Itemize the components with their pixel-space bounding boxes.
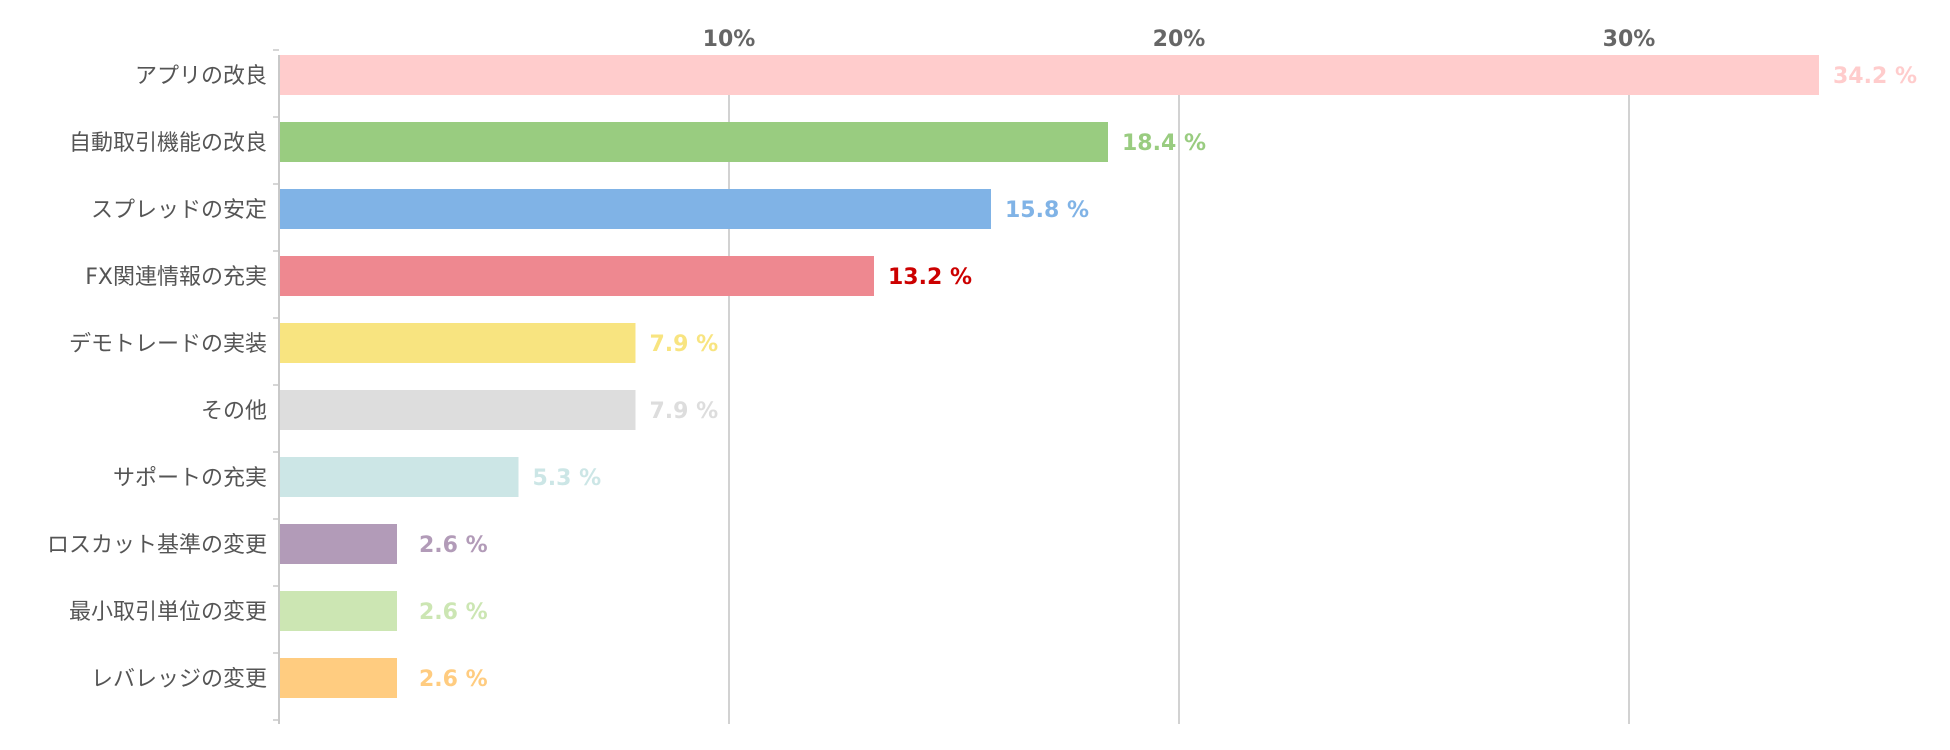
data-label: 5.3 % bbox=[533, 466, 602, 491]
bar bbox=[280, 55, 1819, 95]
category-label: スプレッドの安定 bbox=[91, 198, 267, 223]
category-label: FX関連情報の充実 bbox=[85, 265, 267, 290]
bar bbox=[280, 658, 397, 698]
x-tick-label: 30% bbox=[1603, 27, 1656, 52]
data-label: 2.6 % bbox=[419, 667, 488, 692]
bar bbox=[280, 189, 991, 229]
category-label: レバレッジの変更 bbox=[91, 667, 267, 692]
x-tick-label: 10% bbox=[703, 27, 756, 52]
bar bbox=[280, 390, 636, 430]
bar bbox=[280, 524, 397, 564]
category-label: 自動取引機能の改良 bbox=[69, 131, 267, 156]
data-label: 7.9 % bbox=[650, 332, 719, 357]
category-label: その他 bbox=[201, 399, 267, 424]
data-label: 34.2 % bbox=[1833, 64, 1917, 89]
data-label: 7.9 % bbox=[650, 399, 719, 424]
category-label: アプリの改良 bbox=[135, 64, 267, 89]
grid bbox=[728, 55, 1630, 724]
bar bbox=[280, 591, 397, 631]
bar bbox=[280, 256, 874, 296]
data-label: 13.2 % bbox=[888, 265, 972, 290]
data-label: 2.6 % bbox=[419, 533, 488, 558]
labels: 10% 20% 30% アプリの改良 34.2 % 自動取引機能の改良 18.4 % スプレッ… bbox=[47, 27, 1917, 692]
bar bbox=[280, 457, 519, 497]
data-label: 2.6 % bbox=[419, 600, 488, 625]
category-label: サポートの充実 bbox=[113, 466, 267, 491]
bars bbox=[280, 55, 1819, 698]
axes bbox=[273, 49, 280, 724]
category-label: 最小取引単位の変更 bbox=[69, 600, 267, 625]
data-label: 15.8 % bbox=[1005, 198, 1089, 223]
data-label: 18.4 % bbox=[1122, 131, 1206, 156]
bar bbox=[280, 323, 636, 363]
category-label: デモトレードの実装 bbox=[69, 332, 267, 357]
bar bbox=[280, 122, 1108, 162]
x-tick-label: 20% bbox=[1153, 27, 1206, 52]
category-label: ロスカット基準の変更 bbox=[47, 533, 267, 558]
